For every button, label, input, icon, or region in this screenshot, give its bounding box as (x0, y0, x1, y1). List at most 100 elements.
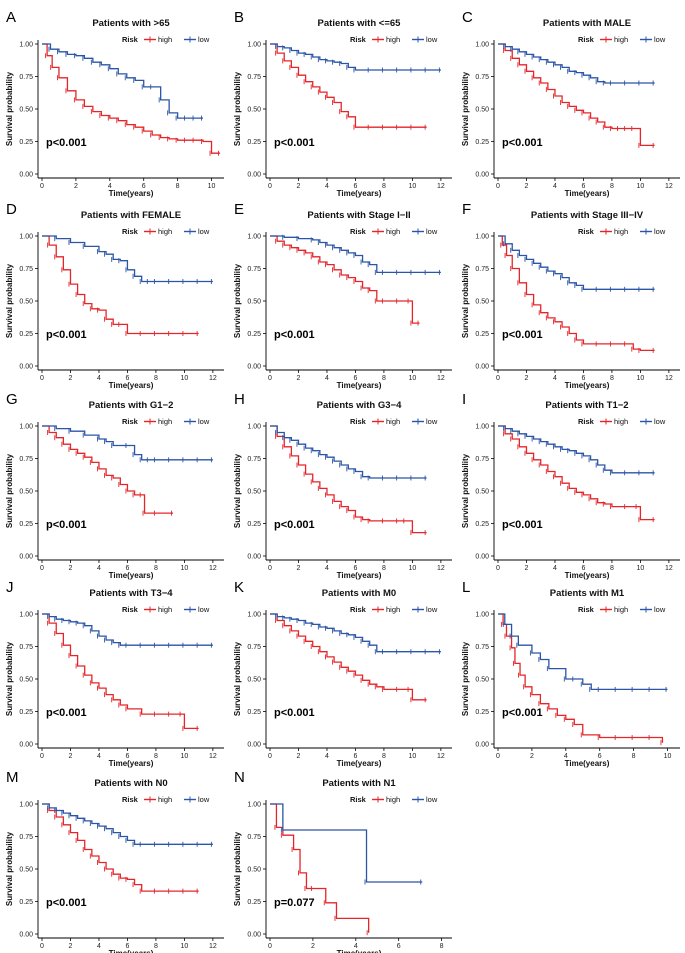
legend: Risk high low (578, 417, 666, 426)
legend: Risk high low (350, 605, 438, 614)
curve-low (42, 803, 213, 845)
x-tick-label: 2 (69, 375, 73, 382)
x-tick-label: 8 (610, 183, 614, 190)
panel-letter: C (462, 9, 473, 26)
curve-high (498, 235, 655, 352)
x-tick-label: 0 (40, 565, 44, 572)
legend-label-high: high (158, 605, 172, 614)
y-tick-label: 0.25 (19, 521, 33, 528)
panel-letter: I (462, 391, 466, 408)
x-tick-label: 0 (496, 753, 500, 760)
panel-e: E Patients with Stage I−II 0.00 0.25 0.50 0.7… (233, 201, 452, 390)
curve-low (498, 613, 668, 691)
panel-letter: F (462, 201, 471, 218)
x-tick-label: 2 (297, 565, 301, 572)
y-tick-label: 0.25 (19, 709, 33, 716)
x-tick-label: 10 (637, 375, 645, 382)
y-tick-label: 0.00 (19, 364, 33, 371)
y-axis-title: Survival probability (233, 453, 242, 528)
x-tick-label: 6 (142, 183, 146, 190)
y-tick-label: 0.00 (475, 364, 489, 371)
y-tick-label: 0.00 (475, 172, 489, 179)
panel-title: Patients with M1 (550, 588, 625, 599)
x-axis-title: Time(years) (565, 759, 610, 768)
y-tick-label: 1.00 (19, 424, 33, 431)
x-tick-label: 6 (598, 753, 602, 760)
y-axis-title: Survival probability (461, 263, 470, 338)
x-tick-label: 4 (325, 375, 329, 382)
legend-mark-high (603, 228, 609, 235)
x-tick-label: 10 (181, 375, 189, 382)
y-tick-label: 0.25 (475, 331, 489, 338)
x-tick-label: 12 (665, 183, 673, 190)
x-tick-label: 10 (181, 565, 189, 572)
legend-label-high: high (386, 605, 400, 614)
p-value: p<0.001 (274, 707, 315, 719)
y-tick-label: 1.00 (475, 234, 489, 241)
legend: Risk high low (122, 35, 210, 44)
legend-mark-low (643, 228, 649, 235)
legend-label-low: low (426, 605, 438, 614)
legend-mark-low (415, 228, 421, 235)
y-tick-label: 0.50 (19, 867, 33, 874)
y-tick-label: 0.50 (19, 489, 33, 496)
y-tick-label: 0.75 (19, 456, 33, 463)
y-tick-label: 1.00 (247, 612, 261, 619)
legend-mark-high (603, 36, 609, 43)
legend-label-low: low (198, 227, 210, 236)
x-tick-label: 4 (97, 753, 101, 760)
x-tick-label: 6 (581, 565, 585, 572)
legend-label-low: low (198, 605, 210, 614)
panel-title: Patients with G3−4 (317, 400, 402, 411)
x-tick-label: 6 (353, 375, 357, 382)
x-tick-label: 12 (437, 565, 445, 572)
panel-title: Patients with M0 (322, 588, 396, 599)
legend-mark-high (147, 36, 153, 43)
x-tick-label: 10 (409, 375, 417, 382)
x-tick-label: 6 (125, 565, 129, 572)
x-tick-label: 0 (496, 183, 500, 190)
curve-high (498, 425, 655, 521)
y-tick-label: 0.50 (19, 677, 33, 684)
y-tick-label: 0.25 (475, 139, 489, 146)
x-tick-label: 2 (525, 565, 529, 572)
p-value: p<0.001 (502, 137, 543, 149)
x-tick-label: 4 (97, 565, 101, 572)
y-tick-label: 0.25 (475, 709, 489, 716)
legend-label-high: high (386, 35, 400, 44)
y-tick-label: 1.00 (19, 802, 33, 809)
x-tick-label: 0 (268, 565, 272, 572)
legend-title: Risk (122, 795, 139, 804)
x-tick-label: 0 (496, 375, 500, 382)
y-tick-label: 0.50 (475, 107, 489, 114)
x-tick-label: 0 (268, 183, 272, 190)
legend-mark-low (187, 796, 193, 803)
curve-low (42, 613, 213, 646)
y-axis-title: Survival probability (5, 263, 14, 338)
curve-high (498, 613, 664, 743)
legend-mark-high (147, 796, 153, 803)
x-tick-label: 8 (610, 565, 614, 572)
legend-mark-high (147, 418, 153, 425)
curve-high (42, 425, 174, 514)
y-tick-label: 0.00 (247, 364, 261, 371)
p-value: p<0.001 (502, 519, 543, 531)
curve-low (498, 425, 655, 474)
legend-title: Risk (578, 605, 595, 614)
x-tick-label: 10 (208, 183, 216, 190)
x-tick-label: 8 (382, 565, 386, 572)
panel-l: L Patients with M1 0.00 0.25 0.50 0.75 1.00 0 2 4… (461, 579, 680, 768)
x-tick-label: 12 (437, 753, 445, 760)
legend-label-high: high (614, 605, 628, 614)
x-tick-label: 10 (409, 753, 417, 760)
panel-title: Patients with Stage III−IV (531, 210, 644, 221)
x-tick-label: 2 (297, 753, 301, 760)
y-tick-label: 0.00 (475, 554, 489, 561)
panel-letter: M (6, 769, 19, 786)
panel-a: A Patients with >65 0.00 0.25 0.50 0.75 1.00 0 2… (5, 9, 224, 198)
y-axis-title: Survival probability (5, 831, 14, 906)
panel-letter: A (6, 9, 16, 26)
legend-title: Risk (578, 227, 595, 236)
y-tick-label: 0.00 (247, 554, 261, 561)
legend-mark-high (603, 418, 609, 425)
